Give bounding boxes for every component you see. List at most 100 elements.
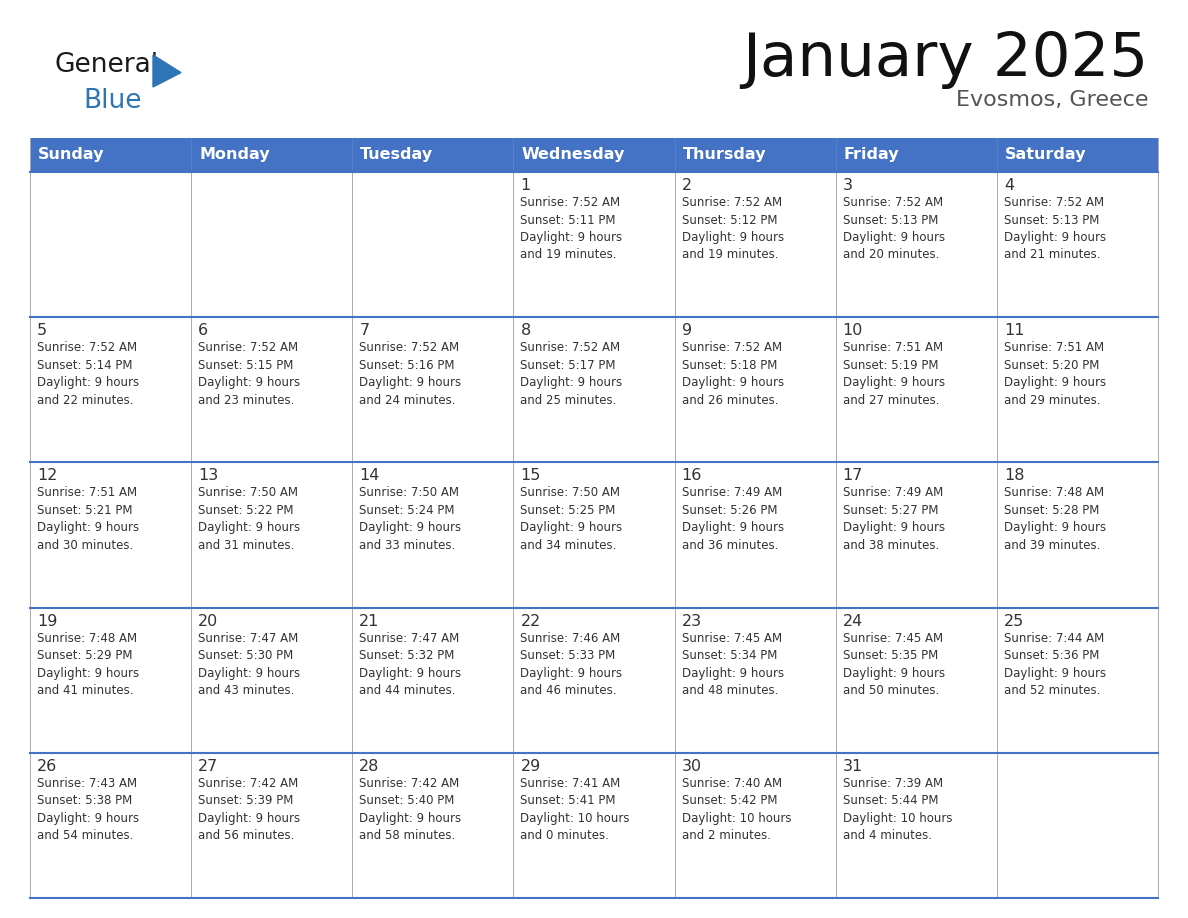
Text: January 2025: January 2025	[741, 30, 1148, 89]
Text: Sunrise: 7:52 AM
Sunset: 5:16 PM
Daylight: 9 hours
and 24 minutes.: Sunrise: 7:52 AM Sunset: 5:16 PM Dayligh…	[359, 341, 461, 407]
Text: 8: 8	[520, 323, 531, 338]
Bar	[997, 318, 1158, 463]
Bar	[353, 172, 513, 318]
Bar	[191, 138, 353, 172]
Text: Friday: Friday	[843, 148, 899, 162]
Bar	[513, 608, 675, 753]
Text: General: General	[55, 52, 159, 78]
Text: 6: 6	[198, 323, 208, 338]
Text: Saturday: Saturday	[1005, 148, 1086, 162]
Bar	[997, 608, 1158, 753]
Text: Monday: Monday	[200, 148, 270, 162]
Text: Thursday: Thursday	[683, 148, 766, 162]
Bar	[675, 172, 835, 318]
Bar	[353, 138, 513, 172]
Text: Sunrise: 7:44 AM
Sunset: 5:36 PM
Daylight: 9 hours
and 52 minutes.: Sunrise: 7:44 AM Sunset: 5:36 PM Dayligh…	[1004, 632, 1106, 697]
Bar	[191, 753, 353, 898]
Text: 12: 12	[37, 468, 57, 484]
Text: Sunrise: 7:52 AM
Sunset: 5:14 PM
Daylight: 9 hours
and 22 minutes.: Sunrise: 7:52 AM Sunset: 5:14 PM Dayligh…	[37, 341, 139, 407]
Bar	[997, 138, 1158, 172]
Bar	[675, 608, 835, 753]
Text: 3: 3	[842, 178, 853, 193]
Text: Sunrise: 7:41 AM
Sunset: 5:41 PM
Daylight: 10 hours
and 0 minutes.: Sunrise: 7:41 AM Sunset: 5:41 PM Dayligh…	[520, 777, 630, 843]
Text: 17: 17	[842, 468, 864, 484]
Text: 21: 21	[359, 613, 380, 629]
Text: 30: 30	[682, 759, 702, 774]
Text: 22: 22	[520, 613, 541, 629]
Bar	[997, 463, 1158, 608]
Bar	[997, 753, 1158, 898]
Text: 18: 18	[1004, 468, 1024, 484]
Text: Sunrise: 7:50 AM
Sunset: 5:24 PM
Daylight: 9 hours
and 33 minutes.: Sunrise: 7:50 AM Sunset: 5:24 PM Dayligh…	[359, 487, 461, 552]
Text: 28: 28	[359, 759, 380, 774]
Text: Sunrise: 7:42 AM
Sunset: 5:40 PM
Daylight: 9 hours
and 58 minutes.: Sunrise: 7:42 AM Sunset: 5:40 PM Dayligh…	[359, 777, 461, 843]
Text: Sunrise: 7:40 AM
Sunset: 5:42 PM
Daylight: 10 hours
and 2 minutes.: Sunrise: 7:40 AM Sunset: 5:42 PM Dayligh…	[682, 777, 791, 843]
Bar	[835, 172, 997, 318]
Text: Sunrise: 7:50 AM
Sunset: 5:25 PM
Daylight: 9 hours
and 34 minutes.: Sunrise: 7:50 AM Sunset: 5:25 PM Dayligh…	[520, 487, 623, 552]
Text: Sunrise: 7:51 AM
Sunset: 5:19 PM
Daylight: 9 hours
and 27 minutes.: Sunrise: 7:51 AM Sunset: 5:19 PM Dayligh…	[842, 341, 944, 407]
Text: 5: 5	[37, 323, 48, 338]
Text: 9: 9	[682, 323, 691, 338]
Bar	[675, 753, 835, 898]
Bar	[30, 753, 191, 898]
Text: Sunrise: 7:39 AM
Sunset: 5:44 PM
Daylight: 10 hours
and 4 minutes.: Sunrise: 7:39 AM Sunset: 5:44 PM Dayligh…	[842, 777, 953, 843]
Text: Sunrise: 7:52 AM
Sunset: 5:17 PM
Daylight: 9 hours
and 25 minutes.: Sunrise: 7:52 AM Sunset: 5:17 PM Dayligh…	[520, 341, 623, 407]
Text: 15: 15	[520, 468, 541, 484]
Bar	[30, 463, 191, 608]
Text: Sunrise: 7:52 AM
Sunset: 5:13 PM
Daylight: 9 hours
and 21 minutes.: Sunrise: 7:52 AM Sunset: 5:13 PM Dayligh…	[1004, 196, 1106, 262]
Bar	[353, 463, 513, 608]
Bar	[191, 463, 353, 608]
Text: Sunrise: 7:51 AM
Sunset: 5:20 PM
Daylight: 9 hours
and 29 minutes.: Sunrise: 7:51 AM Sunset: 5:20 PM Dayligh…	[1004, 341, 1106, 407]
Bar	[513, 463, 675, 608]
Text: 26: 26	[37, 759, 57, 774]
Text: Sunday: Sunday	[38, 148, 105, 162]
Bar	[30, 172, 191, 318]
Bar	[30, 608, 191, 753]
Bar	[353, 318, 513, 463]
Bar	[191, 318, 353, 463]
Text: 14: 14	[359, 468, 380, 484]
Text: 27: 27	[198, 759, 219, 774]
Text: 1: 1	[520, 178, 531, 193]
Text: 4: 4	[1004, 178, 1015, 193]
Text: Evosmos, Greece: Evosmos, Greece	[955, 90, 1148, 110]
Text: 19: 19	[37, 613, 57, 629]
Text: Sunrise: 7:48 AM
Sunset: 5:29 PM
Daylight: 9 hours
and 41 minutes.: Sunrise: 7:48 AM Sunset: 5:29 PM Dayligh…	[37, 632, 139, 697]
Text: Tuesday: Tuesday	[360, 148, 434, 162]
Text: Sunrise: 7:43 AM
Sunset: 5:38 PM
Daylight: 9 hours
and 54 minutes.: Sunrise: 7:43 AM Sunset: 5:38 PM Dayligh…	[37, 777, 139, 843]
Text: Sunrise: 7:42 AM
Sunset: 5:39 PM
Daylight: 9 hours
and 56 minutes.: Sunrise: 7:42 AM Sunset: 5:39 PM Dayligh…	[198, 777, 301, 843]
Text: 7: 7	[359, 323, 369, 338]
Text: 31: 31	[842, 759, 862, 774]
Bar	[353, 753, 513, 898]
Bar	[835, 753, 997, 898]
Text: Sunrise: 7:50 AM
Sunset: 5:22 PM
Daylight: 9 hours
and 31 minutes.: Sunrise: 7:50 AM Sunset: 5:22 PM Dayligh…	[198, 487, 301, 552]
Text: Sunrise: 7:46 AM
Sunset: 5:33 PM
Daylight: 9 hours
and 46 minutes.: Sunrise: 7:46 AM Sunset: 5:33 PM Dayligh…	[520, 632, 623, 697]
Bar	[675, 318, 835, 463]
Bar	[835, 138, 997, 172]
Text: Sunrise: 7:52 AM
Sunset: 5:15 PM
Daylight: 9 hours
and 23 minutes.: Sunrise: 7:52 AM Sunset: 5:15 PM Dayligh…	[198, 341, 301, 407]
Bar	[513, 138, 675, 172]
Text: 29: 29	[520, 759, 541, 774]
Bar	[513, 172, 675, 318]
Text: 24: 24	[842, 613, 862, 629]
Text: Sunrise: 7:52 AM
Sunset: 5:11 PM
Daylight: 9 hours
and 19 minutes.: Sunrise: 7:52 AM Sunset: 5:11 PM Dayligh…	[520, 196, 623, 262]
Text: Sunrise: 7:49 AM
Sunset: 5:26 PM
Daylight: 9 hours
and 36 minutes.: Sunrise: 7:49 AM Sunset: 5:26 PM Dayligh…	[682, 487, 784, 552]
Text: 10: 10	[842, 323, 864, 338]
Text: Sunrise: 7:45 AM
Sunset: 5:35 PM
Daylight: 9 hours
and 50 minutes.: Sunrise: 7:45 AM Sunset: 5:35 PM Dayligh…	[842, 632, 944, 697]
Bar	[513, 318, 675, 463]
Text: 20: 20	[198, 613, 219, 629]
Polygon shape	[153, 55, 181, 87]
Bar	[30, 138, 191, 172]
Text: 11: 11	[1004, 323, 1024, 338]
Text: 13: 13	[198, 468, 219, 484]
Text: Blue: Blue	[83, 88, 141, 114]
Text: 23: 23	[682, 613, 702, 629]
Text: Sunrise: 7:52 AM
Sunset: 5:13 PM
Daylight: 9 hours
and 20 minutes.: Sunrise: 7:52 AM Sunset: 5:13 PM Dayligh…	[842, 196, 944, 262]
Bar	[835, 608, 997, 753]
Bar	[675, 463, 835, 608]
Bar	[191, 172, 353, 318]
Text: Sunrise: 7:49 AM
Sunset: 5:27 PM
Daylight: 9 hours
and 38 minutes.: Sunrise: 7:49 AM Sunset: 5:27 PM Dayligh…	[842, 487, 944, 552]
Bar	[997, 172, 1158, 318]
Bar	[513, 753, 675, 898]
Bar	[30, 318, 191, 463]
